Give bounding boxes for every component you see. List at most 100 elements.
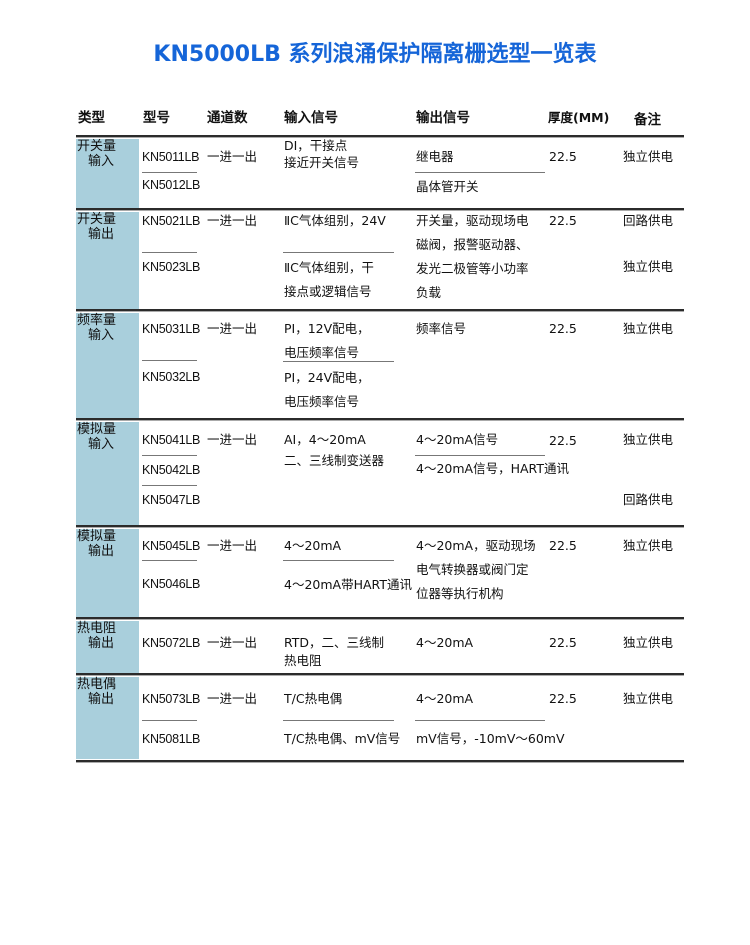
output-signal: 继电器 bbox=[416, 149, 454, 164]
note: 独立供电 bbox=[623, 149, 674, 164]
input-signal: PI，12V配电， bbox=[284, 321, 370, 336]
type-label: 模拟量 bbox=[77, 529, 117, 544]
input-signal: PI，24V配电， bbox=[284, 370, 370, 385]
input-signal: ⅡC气体组别，24V bbox=[284, 213, 386, 228]
divider bbox=[415, 720, 545, 721]
type-label: 模拟量 bbox=[77, 422, 117, 437]
divider bbox=[283, 252, 394, 253]
input-signal: T/C热电偶 bbox=[284, 691, 343, 706]
divider bbox=[76, 135, 684, 138]
output-signal: 4～20mA bbox=[416, 635, 474, 650]
channels: 一进一出 bbox=[207, 213, 258, 228]
type-label: 输出 bbox=[88, 636, 115, 651]
note: 回路供电 bbox=[623, 213, 674, 228]
model: KN5023LB bbox=[142, 260, 201, 274]
divider bbox=[142, 252, 197, 253]
output-signal: 电气转换器或阀门定 bbox=[416, 562, 529, 577]
model: KN5032LB bbox=[142, 370, 201, 384]
thickness: 22.5 bbox=[549, 635, 577, 650]
thickness: 22.5 bbox=[549, 691, 577, 706]
divider bbox=[283, 361, 394, 362]
type-cell: 模拟量 输出 bbox=[76, 529, 139, 617]
input-signal: ⅡC气体组别，干 bbox=[284, 260, 374, 275]
model: KN5073LB bbox=[142, 692, 201, 706]
model: KN5072LB bbox=[142, 636, 201, 650]
output-signal: 4～20mA bbox=[416, 691, 474, 706]
channels: 一进一出 bbox=[207, 691, 258, 706]
type-label: 输出 bbox=[88, 692, 115, 707]
note: 独立供电 bbox=[623, 635, 674, 650]
note: 独立供电 bbox=[623, 538, 674, 553]
output-signal: 发光二极管等小功率 bbox=[416, 261, 529, 276]
model: KN5045LB bbox=[142, 539, 201, 553]
input-signal: 4～20mA bbox=[284, 538, 342, 553]
model: KN5047LB bbox=[142, 493, 201, 507]
model: KN5031LB bbox=[142, 322, 201, 336]
divider bbox=[142, 485, 197, 486]
output-signal: 位器等执行机构 bbox=[416, 586, 504, 601]
type-label: 频率量 bbox=[77, 313, 117, 328]
output-signal: 4～20mA信号 bbox=[416, 432, 499, 447]
type-cell: 模拟量 输入 bbox=[76, 422, 139, 525]
divider bbox=[76, 309, 684, 312]
header-output: 输出信号 bbox=[416, 110, 470, 126]
note: 独立供电 bbox=[623, 259, 674, 274]
input-signal: 接点或逻辑信号 bbox=[284, 284, 372, 299]
thickness: 22.5 bbox=[549, 433, 577, 448]
type-label: 输出 bbox=[88, 227, 115, 242]
divider bbox=[142, 172, 197, 173]
type-label: 输入 bbox=[88, 328, 115, 343]
divider bbox=[142, 455, 197, 456]
output-signal: 晶体管开关 bbox=[416, 179, 479, 194]
output-signal: 磁阀，报警驱动器、 bbox=[416, 237, 529, 252]
type-cell: 开关量 输入 bbox=[76, 139, 139, 208]
input-signal: 电压频率信号 bbox=[284, 345, 360, 360]
header-thickness: 厚度(MM) bbox=[548, 110, 610, 125]
output-signal: 开关量，驱动现场电 bbox=[416, 213, 529, 228]
channels: 一进一出 bbox=[207, 635, 258, 650]
divider bbox=[283, 720, 394, 721]
header-type: 类型 bbox=[78, 110, 105, 126]
type-label: 输入 bbox=[88, 154, 115, 169]
divider bbox=[76, 673, 684, 676]
divider bbox=[76, 418, 684, 421]
thickness: 22.5 bbox=[549, 213, 577, 228]
divider bbox=[142, 720, 197, 721]
type-cell: 频率量 输入 bbox=[76, 313, 139, 418]
type-label: 输入 bbox=[88, 437, 115, 452]
input-signal: AI，4～20mA bbox=[284, 432, 366, 447]
type-label: 热电偶 bbox=[77, 677, 117, 692]
header-input: 输入信号 bbox=[284, 110, 338, 126]
type-cell: 开关量 输出 bbox=[76, 212, 139, 309]
type-cell: 热电偶 输出 bbox=[76, 677, 139, 759]
divider bbox=[415, 172, 545, 173]
output-signal: 4～20mA信号，HART通讯 bbox=[416, 461, 569, 476]
divider bbox=[142, 360, 197, 361]
model: KN5011LB bbox=[142, 150, 200, 164]
input-signal: 二、三线制变送器 bbox=[284, 453, 385, 468]
input-signal: RTD，二、三线制 bbox=[284, 635, 385, 650]
model: KN5021LB bbox=[142, 214, 201, 228]
channels: 一进一出 bbox=[207, 538, 258, 553]
output-signal: 频率信号 bbox=[416, 321, 467, 336]
divider bbox=[76, 617, 684, 620]
input-signal: 电压频率信号 bbox=[284, 394, 360, 409]
model: KN5042LB bbox=[142, 463, 201, 477]
page-title: KN5000LB 系列浪涌保护隔离栅选型一览表 bbox=[153, 42, 597, 67]
header-model: 型号 bbox=[143, 110, 170, 126]
divider bbox=[142, 560, 197, 561]
model: KN5081LB bbox=[142, 732, 201, 746]
divider bbox=[76, 208, 684, 211]
thickness: 22.5 bbox=[549, 538, 577, 553]
model: KN5041LB bbox=[142, 433, 201, 447]
header-channels: 通道数 bbox=[207, 110, 248, 126]
model: KN5046LB bbox=[142, 577, 201, 591]
output-signal: 4～20mA，驱动现场 bbox=[416, 538, 536, 553]
note: 回路供电 bbox=[623, 492, 674, 507]
output-signal: 负载 bbox=[416, 285, 442, 300]
header-notes: 备注 bbox=[634, 112, 661, 128]
output-signal: mV信号，-10mV～60mV bbox=[416, 731, 565, 746]
type-label: 开关量 bbox=[77, 139, 117, 154]
type-label: 热电阻 bbox=[77, 621, 117, 636]
input-signal: DI，干接点 bbox=[284, 138, 348, 153]
